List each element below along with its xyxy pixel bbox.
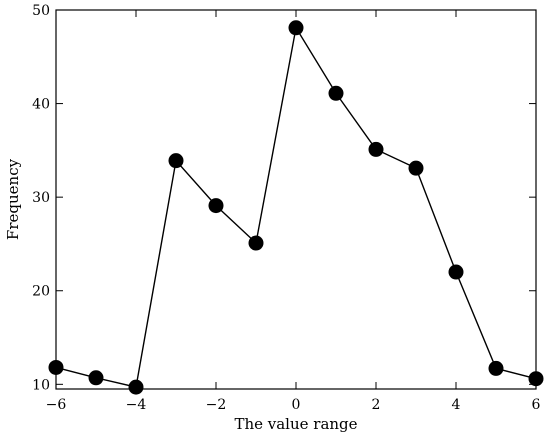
data-point	[248, 235, 264, 251]
y-tick-label: 40	[32, 97, 50, 113]
series-line	[55, 25, 537, 388]
data-point	[88, 370, 104, 386]
x-axis-title: The value range	[234, 415, 357, 433]
x-tick-label: 2	[372, 397, 381, 413]
data-point	[288, 20, 304, 36]
data-point	[48, 359, 64, 375]
x-tick-label: 6	[532, 397, 541, 413]
y-tick-label: 30	[32, 190, 50, 206]
x-tick-label: −2	[206, 397, 227, 413]
data-point	[528, 371, 544, 387]
plot-area: −6 −4 −2 0 2 4 6 10 20 30 40 50	[32, 3, 544, 413]
x-tick-label: −4	[126, 397, 147, 413]
data-point	[168, 153, 184, 169]
data-point	[408, 160, 424, 176]
x-tick-label: 0	[292, 397, 301, 413]
data-point	[368, 141, 384, 157]
y-tick-label: 50	[32, 3, 50, 19]
data-point	[328, 85, 344, 101]
x-tick-label: −6	[46, 397, 67, 413]
data-point	[448, 264, 464, 280]
plot-frame	[55, 9, 537, 390]
data-point	[488, 360, 504, 376]
y-axis: 10 20 30 40 50	[32, 3, 536, 393]
data-point	[208, 198, 224, 214]
y-tick-label: 10	[32, 377, 50, 393]
data-point	[128, 379, 144, 395]
x-tick-label: 4	[452, 397, 461, 413]
x-axis: −6 −4 −2 0 2 4 6	[46, 10, 541, 413]
y-axis-title: Frequency	[4, 158, 22, 240]
y-tick-label: 20	[32, 284, 50, 300]
data-points	[48, 20, 544, 395]
